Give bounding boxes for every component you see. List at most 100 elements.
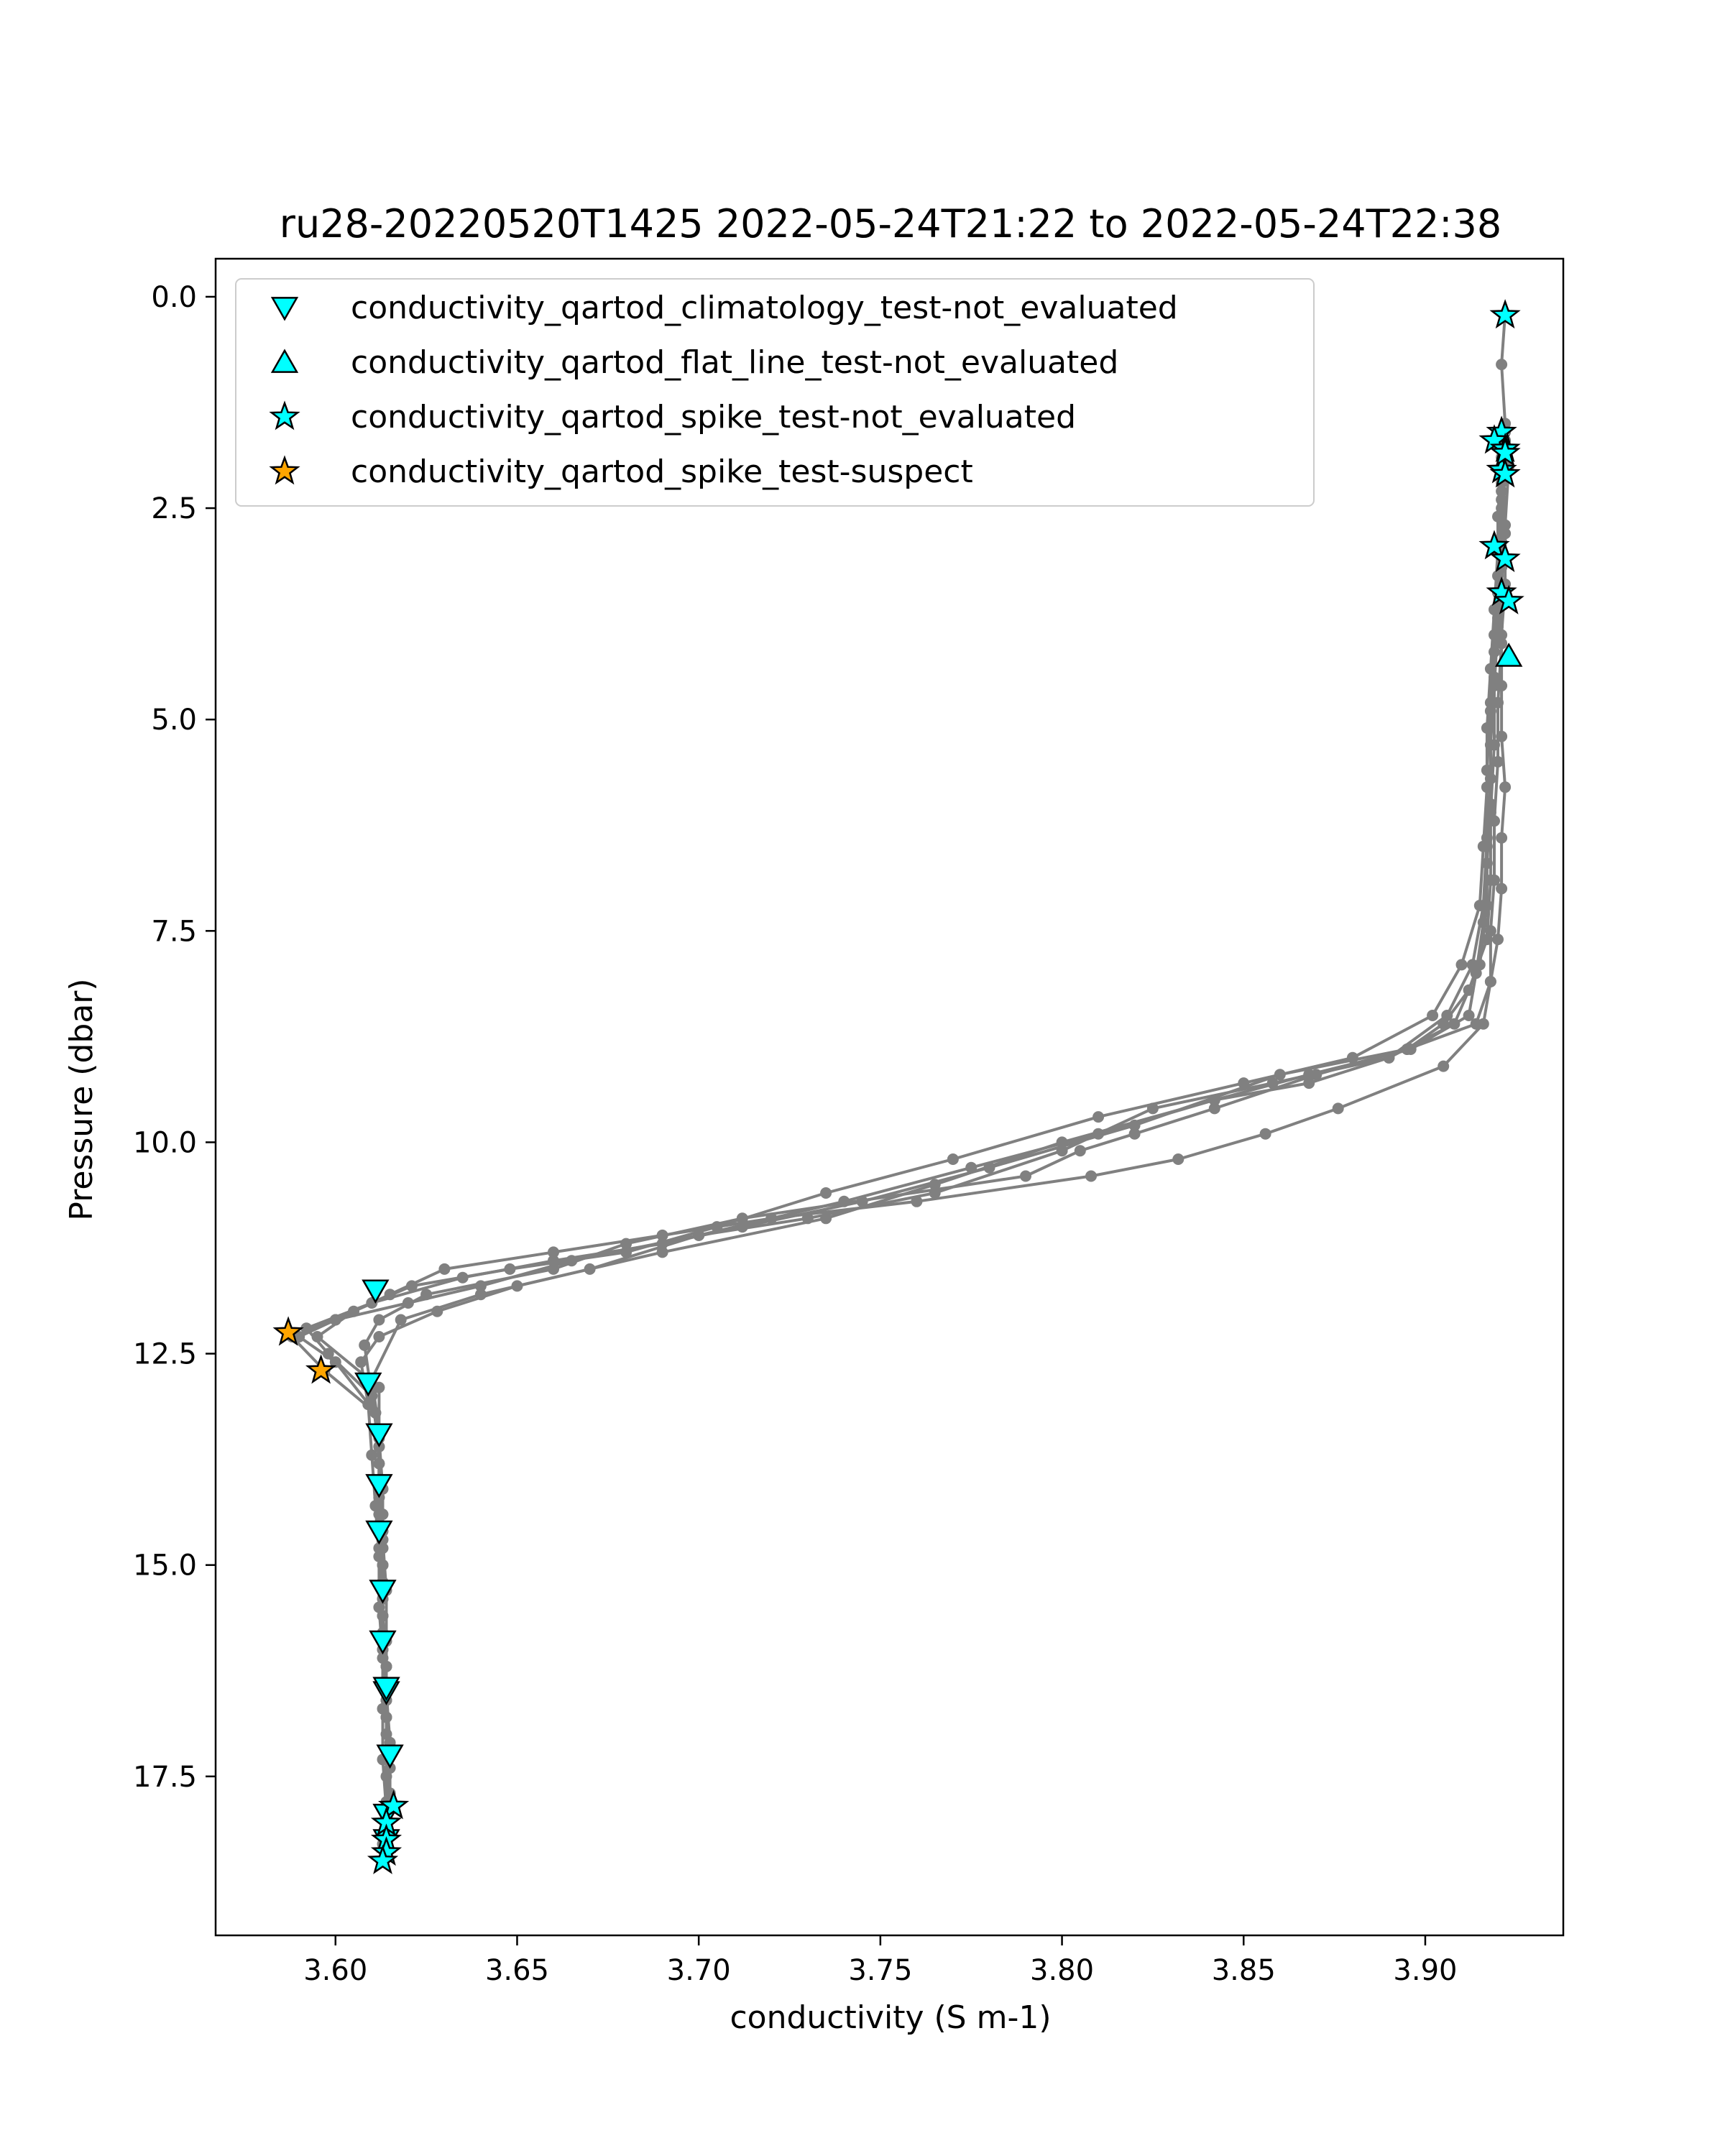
qc-marker-series-3 xyxy=(1489,542,1521,573)
legend-marker xyxy=(270,349,299,373)
profile-point xyxy=(474,1289,487,1301)
profile-point xyxy=(1208,1094,1220,1106)
qc-marker-series-3 xyxy=(367,1844,399,1874)
x-tick-label: 3.70 xyxy=(667,1954,731,1987)
y-axis-label: Pressure (dbar) xyxy=(63,978,100,1220)
qc-marker-series-1 xyxy=(365,1474,393,1498)
legend-label: conductivity_qartod_flat_line_test-not_e… xyxy=(351,344,1118,381)
qc-marker-series-1 xyxy=(372,1677,400,1701)
profile-point xyxy=(322,1348,334,1360)
chart-title: ru28-20220520T1425 2022-05-24T21:22 to 2… xyxy=(280,201,1501,247)
profile-point xyxy=(1303,1077,1315,1089)
profile-point xyxy=(838,1195,850,1207)
profile-point xyxy=(1092,1128,1105,1140)
profile-point xyxy=(1492,620,1504,632)
qc-marker-series-3 xyxy=(1489,299,1521,329)
profile-point xyxy=(1074,1145,1086,1157)
x-tick-label: 3.90 xyxy=(1393,1954,1457,1987)
x-tick-label: 3.75 xyxy=(848,1954,912,1987)
legend: conductivity_qartod_climatology_test-not… xyxy=(235,278,1315,507)
profile-point xyxy=(548,1246,559,1258)
qc-marker-series-1 xyxy=(369,1630,397,1655)
profile-point xyxy=(1020,1170,1031,1182)
qc-marker-series-1 xyxy=(369,1580,397,1604)
y-tick-label: 2.5 xyxy=(151,492,197,525)
profile-point xyxy=(1259,1128,1271,1140)
profile-point xyxy=(1274,1069,1286,1081)
y-tick-label: 12.5 xyxy=(133,1338,197,1371)
x-tick-label: 3.85 xyxy=(1212,1954,1276,1987)
qc-marker-series-3 xyxy=(377,1789,410,1820)
profile-point xyxy=(329,1314,341,1326)
y-tick-label: 10.0 xyxy=(133,1126,197,1159)
profile-point xyxy=(693,1229,705,1241)
profile-point xyxy=(1492,934,1504,946)
profile-point xyxy=(1484,975,1496,987)
profile-point xyxy=(1489,815,1500,827)
qc-marker-series-1 xyxy=(354,1372,382,1397)
profile-point xyxy=(1208,1102,1220,1115)
profile-point xyxy=(1481,857,1493,870)
y-tick-label: 7.5 xyxy=(151,915,197,948)
profile-point xyxy=(373,1331,385,1342)
qc-marker-series-3 xyxy=(1493,584,1524,614)
y-tick-label: 0.0 xyxy=(151,281,197,314)
legend-marker xyxy=(270,297,299,321)
profile-point xyxy=(402,1297,414,1309)
profile-point xyxy=(584,1263,596,1275)
profile-point xyxy=(1496,637,1508,650)
profile-point xyxy=(1146,1102,1159,1115)
profile-point xyxy=(1489,680,1500,692)
profile-point xyxy=(1496,359,1508,371)
profile-point xyxy=(359,1339,371,1351)
y-tick-label: 17.5 xyxy=(133,1761,197,1794)
profile-point xyxy=(1499,781,1512,793)
x-tick-label: 3.60 xyxy=(303,1954,367,1987)
profile-point xyxy=(373,1314,385,1326)
profile-point xyxy=(1303,1069,1315,1081)
qc-marker-series-3 xyxy=(1478,530,1510,560)
profile-point xyxy=(965,1161,978,1174)
x-axis-label: conductivity (S m-1) xyxy=(730,1999,1051,2036)
profile-point xyxy=(366,1449,378,1461)
qc-marker-series-1 xyxy=(362,1279,390,1304)
profile-point xyxy=(1484,925,1496,937)
profile-point xyxy=(1427,1010,1439,1021)
profile-point xyxy=(1438,1018,1450,1030)
qc-marker-series-4 xyxy=(305,1354,337,1384)
qc-marker-series-2 xyxy=(1495,642,1523,667)
profile-point xyxy=(1172,1153,1184,1165)
profile-point xyxy=(1496,883,1508,895)
profile-point xyxy=(820,1187,832,1199)
profile-point xyxy=(1477,1018,1489,1030)
profile-point xyxy=(438,1263,451,1275)
qc-marker-series-1 xyxy=(365,1423,393,1448)
profile-point xyxy=(380,1728,392,1740)
profile-point xyxy=(911,1195,923,1207)
profile-point xyxy=(355,1356,367,1368)
qc-marker-series-3 xyxy=(1489,458,1521,488)
profile-point xyxy=(947,1153,959,1165)
profile-point xyxy=(395,1314,407,1326)
y-tick-label: 5.0 xyxy=(151,704,197,737)
profile-point xyxy=(1455,959,1468,971)
y-tick-label: 15.0 xyxy=(133,1549,197,1583)
x-tick-label: 3.80 xyxy=(1030,1954,1094,1987)
legend-label: conductivity_qartod_spike_test-not_evalu… xyxy=(351,399,1076,436)
qc-marker-series-1 xyxy=(376,1744,404,1769)
profile-point xyxy=(656,1229,668,1241)
x-tick-label: 3.65 xyxy=(485,1954,549,1987)
qc-marker-series-4 xyxy=(272,1316,304,1346)
profile-point xyxy=(929,1187,941,1199)
profile-point xyxy=(1484,739,1496,751)
legend-box xyxy=(235,278,1315,507)
axes-frame xyxy=(214,257,1565,1937)
plot-area xyxy=(272,299,1524,1874)
profile-point xyxy=(474,1280,487,1292)
profile-point xyxy=(548,1255,559,1267)
profile-point xyxy=(380,1770,392,1782)
profile-point xyxy=(1492,696,1504,709)
profile-point xyxy=(1489,874,1500,886)
profile-point xyxy=(1085,1170,1097,1182)
y-axis: 0.0 2.5 5.0 7.5 10.0 12.5 15.0 17.5 xyxy=(133,281,216,1794)
